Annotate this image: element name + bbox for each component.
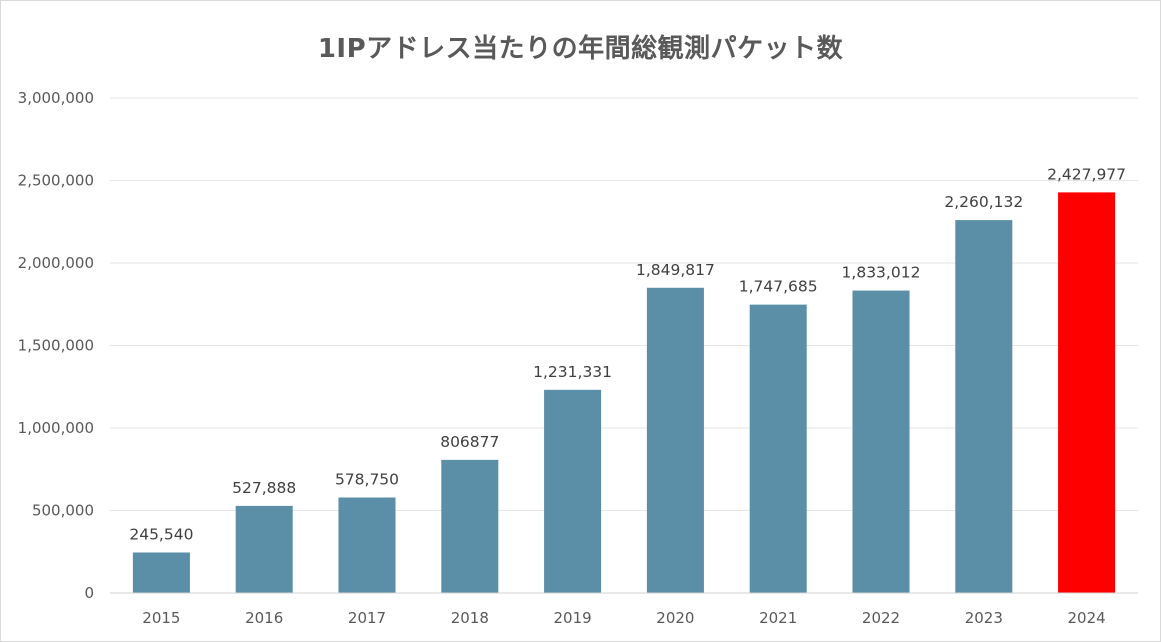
y-tick-label: 2,500,000: [18, 172, 94, 190]
x-tick-label-2024: 2024: [1068, 609, 1106, 627]
data-label-2020: 1,849,817: [636, 261, 715, 279]
x-tick-label-2018: 2018: [451, 609, 489, 627]
chart-title: 1IPアドレス当たりの年間総観測パケット数: [317, 34, 844, 64]
x-tick-label-2021: 2021: [759, 609, 797, 627]
x-tick-label-2022: 2022: [862, 609, 900, 627]
x-tick-label-2015: 2015: [142, 609, 180, 627]
y-axis-tick-labels: 0 500,000 1,000,000 1,500,000 2,000,000 2,500…: [18, 89, 94, 602]
y-tick-label: 0: [84, 584, 94, 602]
bar-2022: [852, 290, 910, 593]
bar-2021: [749, 304, 807, 593]
bar-2019: [544, 389, 602, 593]
bar-2017: [338, 497, 396, 593]
data-label-2021: 1,747,685: [739, 278, 818, 296]
x-tick-label-2020: 2020: [656, 609, 694, 627]
y-tick-label: 3,000,000: [18, 89, 94, 107]
bar-2016: [235, 505, 293, 593]
x-tick-label-2016: 2016: [245, 609, 283, 627]
x-tick-label-2023: 2023: [965, 609, 1003, 627]
data-label-2023: 2,260,132: [944, 193, 1023, 211]
bar-2024: [1058, 192, 1116, 593]
data-label-2024: 2,427,977: [1047, 165, 1126, 183]
bar-2018: [441, 459, 499, 593]
y-tick-label: 2,000,000: [18, 254, 94, 272]
bar-2015: [132, 552, 190, 593]
bar-2020: [646, 287, 704, 593]
x-tick-label-2019: 2019: [554, 609, 592, 627]
bar-2023: [955, 220, 1013, 593]
data-labels: 245,540 527,888 578,750 806877 1,231,331 1,84…: [129, 165, 1126, 543]
y-tick-label: 500,000: [32, 502, 94, 520]
data-label-2017: 578,750: [335, 471, 399, 489]
x-tick-label-2017: 2017: [348, 609, 386, 627]
y-tick-label: 1,500,000: [18, 337, 94, 355]
data-label-2022: 1,833,012: [842, 264, 921, 282]
data-label-2016: 527,888: [232, 479, 296, 497]
bars: [132, 192, 1116, 593]
x-axis-tick-labels: 2015 2016 2017 2018 2019 2020 2021 2022 2023 2024: [142, 609, 1105, 627]
data-label-2018: 806877: [440, 433, 499, 451]
data-label-2019: 1,231,331: [533, 363, 612, 381]
y-tick-label: 1,000,000: [18, 419, 94, 437]
data-label-2015: 245,540: [129, 525, 193, 543]
